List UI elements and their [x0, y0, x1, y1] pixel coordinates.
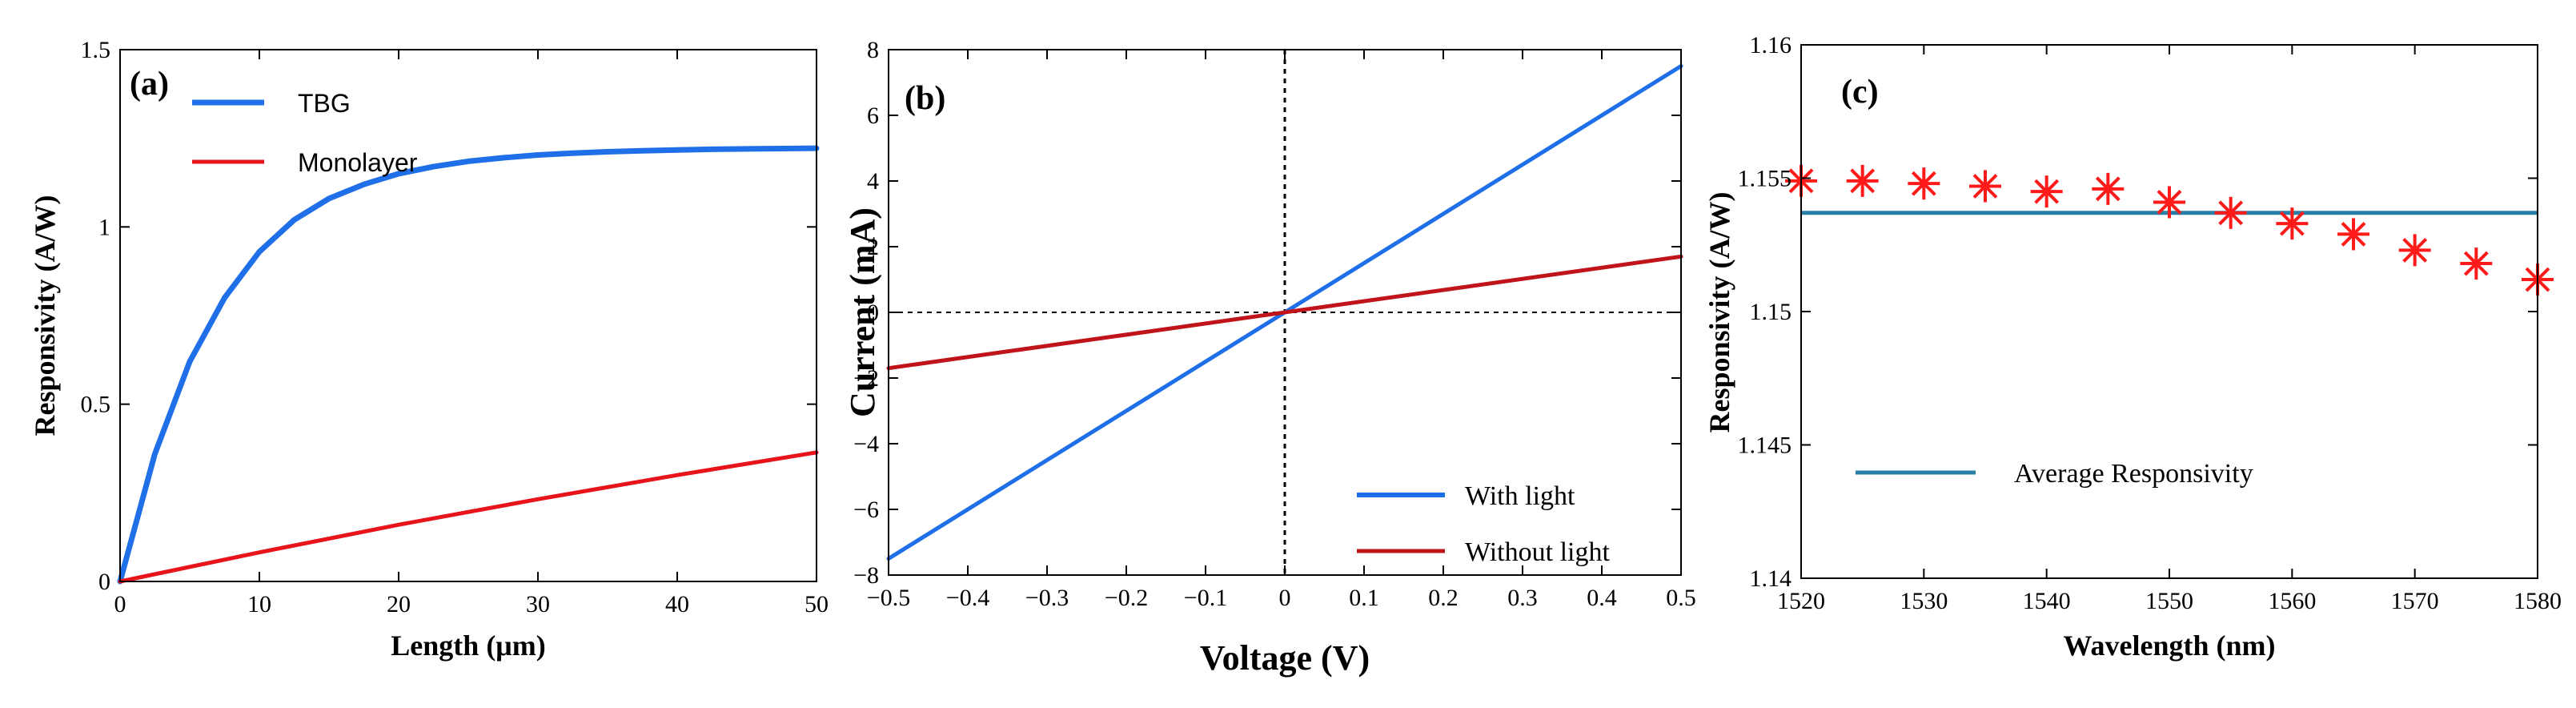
panel-b-xtick-label: 0.1 [1349, 585, 1379, 611]
panel-b-ticks: −0.5 −0.4 −0.3 −0.2 −0.1 0 0.1 0.2 0.3 0.4 0.5 −8 −6… [853, 37, 1696, 611]
panel-c-xtick-label: 1530 [1900, 588, 1948, 614]
panel-b-xtick-label: 0.3 [1507, 585, 1538, 611]
panel-c-point [2214, 196, 2247, 229]
panel-b-ytick-label: −6 [853, 497, 879, 523]
panel-a-xtick-label: 10 [247, 591, 271, 617]
panel-c-xtick-label: 1560 [2268, 588, 2316, 614]
panel-a-ytick-label: 1 [98, 214, 110, 240]
panel-a-marks [117, 145, 820, 585]
panel-c-xtick-label: 1540 [2023, 588, 2071, 614]
panel-a-xtick-label: 20 [387, 591, 411, 617]
panel-a-xtick-label: 50 [804, 591, 829, 617]
panel-a-ylabel: Responsivity (A/W) [29, 195, 61, 436]
panel-a-series-tbg [117, 145, 820, 585]
panel-b-xtick-label: −0.2 [1105, 585, 1148, 611]
panel-a-xtick-label: 0 [114, 591, 126, 617]
panel-c-xtick-label: 1550 [2145, 588, 2193, 614]
panel-c-legend: Average Responsivity [1856, 459, 2253, 489]
panel-a-ytick-label: 0.5 [81, 392, 111, 418]
panel-c-point [2337, 218, 2369, 251]
panel-c-xlabel: Wavelength (nm) [2064, 630, 2276, 662]
panel-c-ticks: 1520 1530 1540 1550 1560 1570 1580 1.14 1.145 1.1… [1738, 32, 2562, 614]
panel-b-xtick-label: 0.5 [1666, 585, 1696, 611]
panel-b-xtick-label: −0.4 [946, 585, 989, 611]
panel-a-ytick-label: 0 [98, 569, 110, 595]
panel-b-xtick-label: 0 [1279, 585, 1291, 611]
panel-a: 0 10 20 30 40 50 0 0.5 1 1.5 (a) TBG Monolayer Le… [29, 37, 829, 662]
panel-c-point [2398, 234, 2431, 267]
panel-a-xtick-label: 40 [665, 591, 689, 617]
panel-b-xtick-label: 0.4 [1587, 585, 1617, 611]
panel-c-marks [1785, 164, 2554, 296]
panel-c-ytick-label: 1.14 [1750, 565, 1792, 592]
panel-c-point [2153, 186, 2185, 219]
legend-label-average: Average Responsivity [2014, 459, 2253, 489]
panel-c-ytick-label: 1.145 [1738, 432, 1792, 459]
panel-a-ytick-label: 1.5 [81, 37, 111, 63]
panel-b-series-without-light [886, 254, 1683, 371]
panel-c-point [2460, 247, 2493, 280]
panel-c-label: (c) [1841, 74, 1879, 111]
panel-b-ytick-label: 0 [867, 300, 879, 326]
panel-a-xlabel: Length (μm) [391, 630, 545, 662]
panel-c-point [1969, 170, 2001, 203]
panel-c-point [2092, 172, 2125, 205]
legend-label-with-light: With light [1465, 481, 1575, 511]
panel-b-ytick-label: −4 [853, 431, 879, 457]
panel-c-xtick-label: 1570 [2391, 588, 2439, 614]
panel-c-ytick-label: 1.155 [1738, 166, 1792, 192]
panel-b-ytick-label: 6 [867, 103, 879, 129]
panel-a-series-monolayer [118, 450, 819, 584]
panel-b: −0.5 −0.4 −0.3 −0.2 −0.1 0 0.1 0.2 0.3 0.4 0.5 −8 −6… [843, 37, 1696, 678]
panel-c: 1520 1530 1540 1550 1560 1570 1580 1.14 1.145 1.1… [1703, 32, 2562, 662]
panel-b-xtick-label: −0.1 [1184, 585, 1227, 611]
panel-b-ytick-label: 8 [867, 37, 879, 63]
panel-b-ytick-label: −2 [853, 365, 879, 392]
panel-b-marks [886, 50, 1683, 575]
panel-c-point [2030, 175, 2063, 208]
panel-b-xlabel: Voltage (V) [1200, 638, 1370, 678]
panel-b-xtick-label: −0.5 [867, 585, 910, 611]
panel-c-xtick-label: 1580 [2514, 588, 2562, 614]
panel-c-ytick-label: 1.15 [1750, 299, 1792, 325]
panel-c-point [2276, 207, 2309, 240]
panel-c-ytick-label: 1.16 [1750, 32, 1792, 58]
legend-label-without-light: Without light [1465, 537, 1610, 567]
panel-b-xtick-label: −0.3 [1025, 585, 1069, 611]
panel-b-label: (b) [905, 80, 945, 117]
panel-b-xtick-label: 0.2 [1428, 585, 1459, 611]
panel-b-ytick-label: −8 [853, 562, 879, 589]
panel-c-point [1846, 164, 1879, 197]
panel-c-xtick-label: 1520 [1777, 588, 1825, 614]
panel-a-frame [119, 49, 817, 582]
legend-label-tbg: TBG [298, 89, 351, 118]
panel-b-legend: With light Without light [1357, 481, 1610, 567]
panel-b-ytick-label: 4 [867, 168, 879, 195]
panel-c-point [1908, 167, 1940, 200]
panel-a-ticks: 0 10 20 30 40 50 0 0.5 1 1.5 [81, 37, 829, 617]
panel-a-legend: TBG Monolayer [192, 89, 418, 177]
panel-b-ytick-label: 2 [867, 234, 879, 260]
panel-b-ylabel: Current (mA) [843, 207, 882, 417]
panel-a-label: (a) [130, 66, 169, 103]
panel-c-ylabel: Responsivity (A/W) [1703, 191, 1735, 432]
panel-a-xtick-label: 30 [526, 591, 550, 617]
panel-c-frame [1800, 44, 2538, 579]
legend-label-monolayer: Monolayer [298, 148, 418, 177]
